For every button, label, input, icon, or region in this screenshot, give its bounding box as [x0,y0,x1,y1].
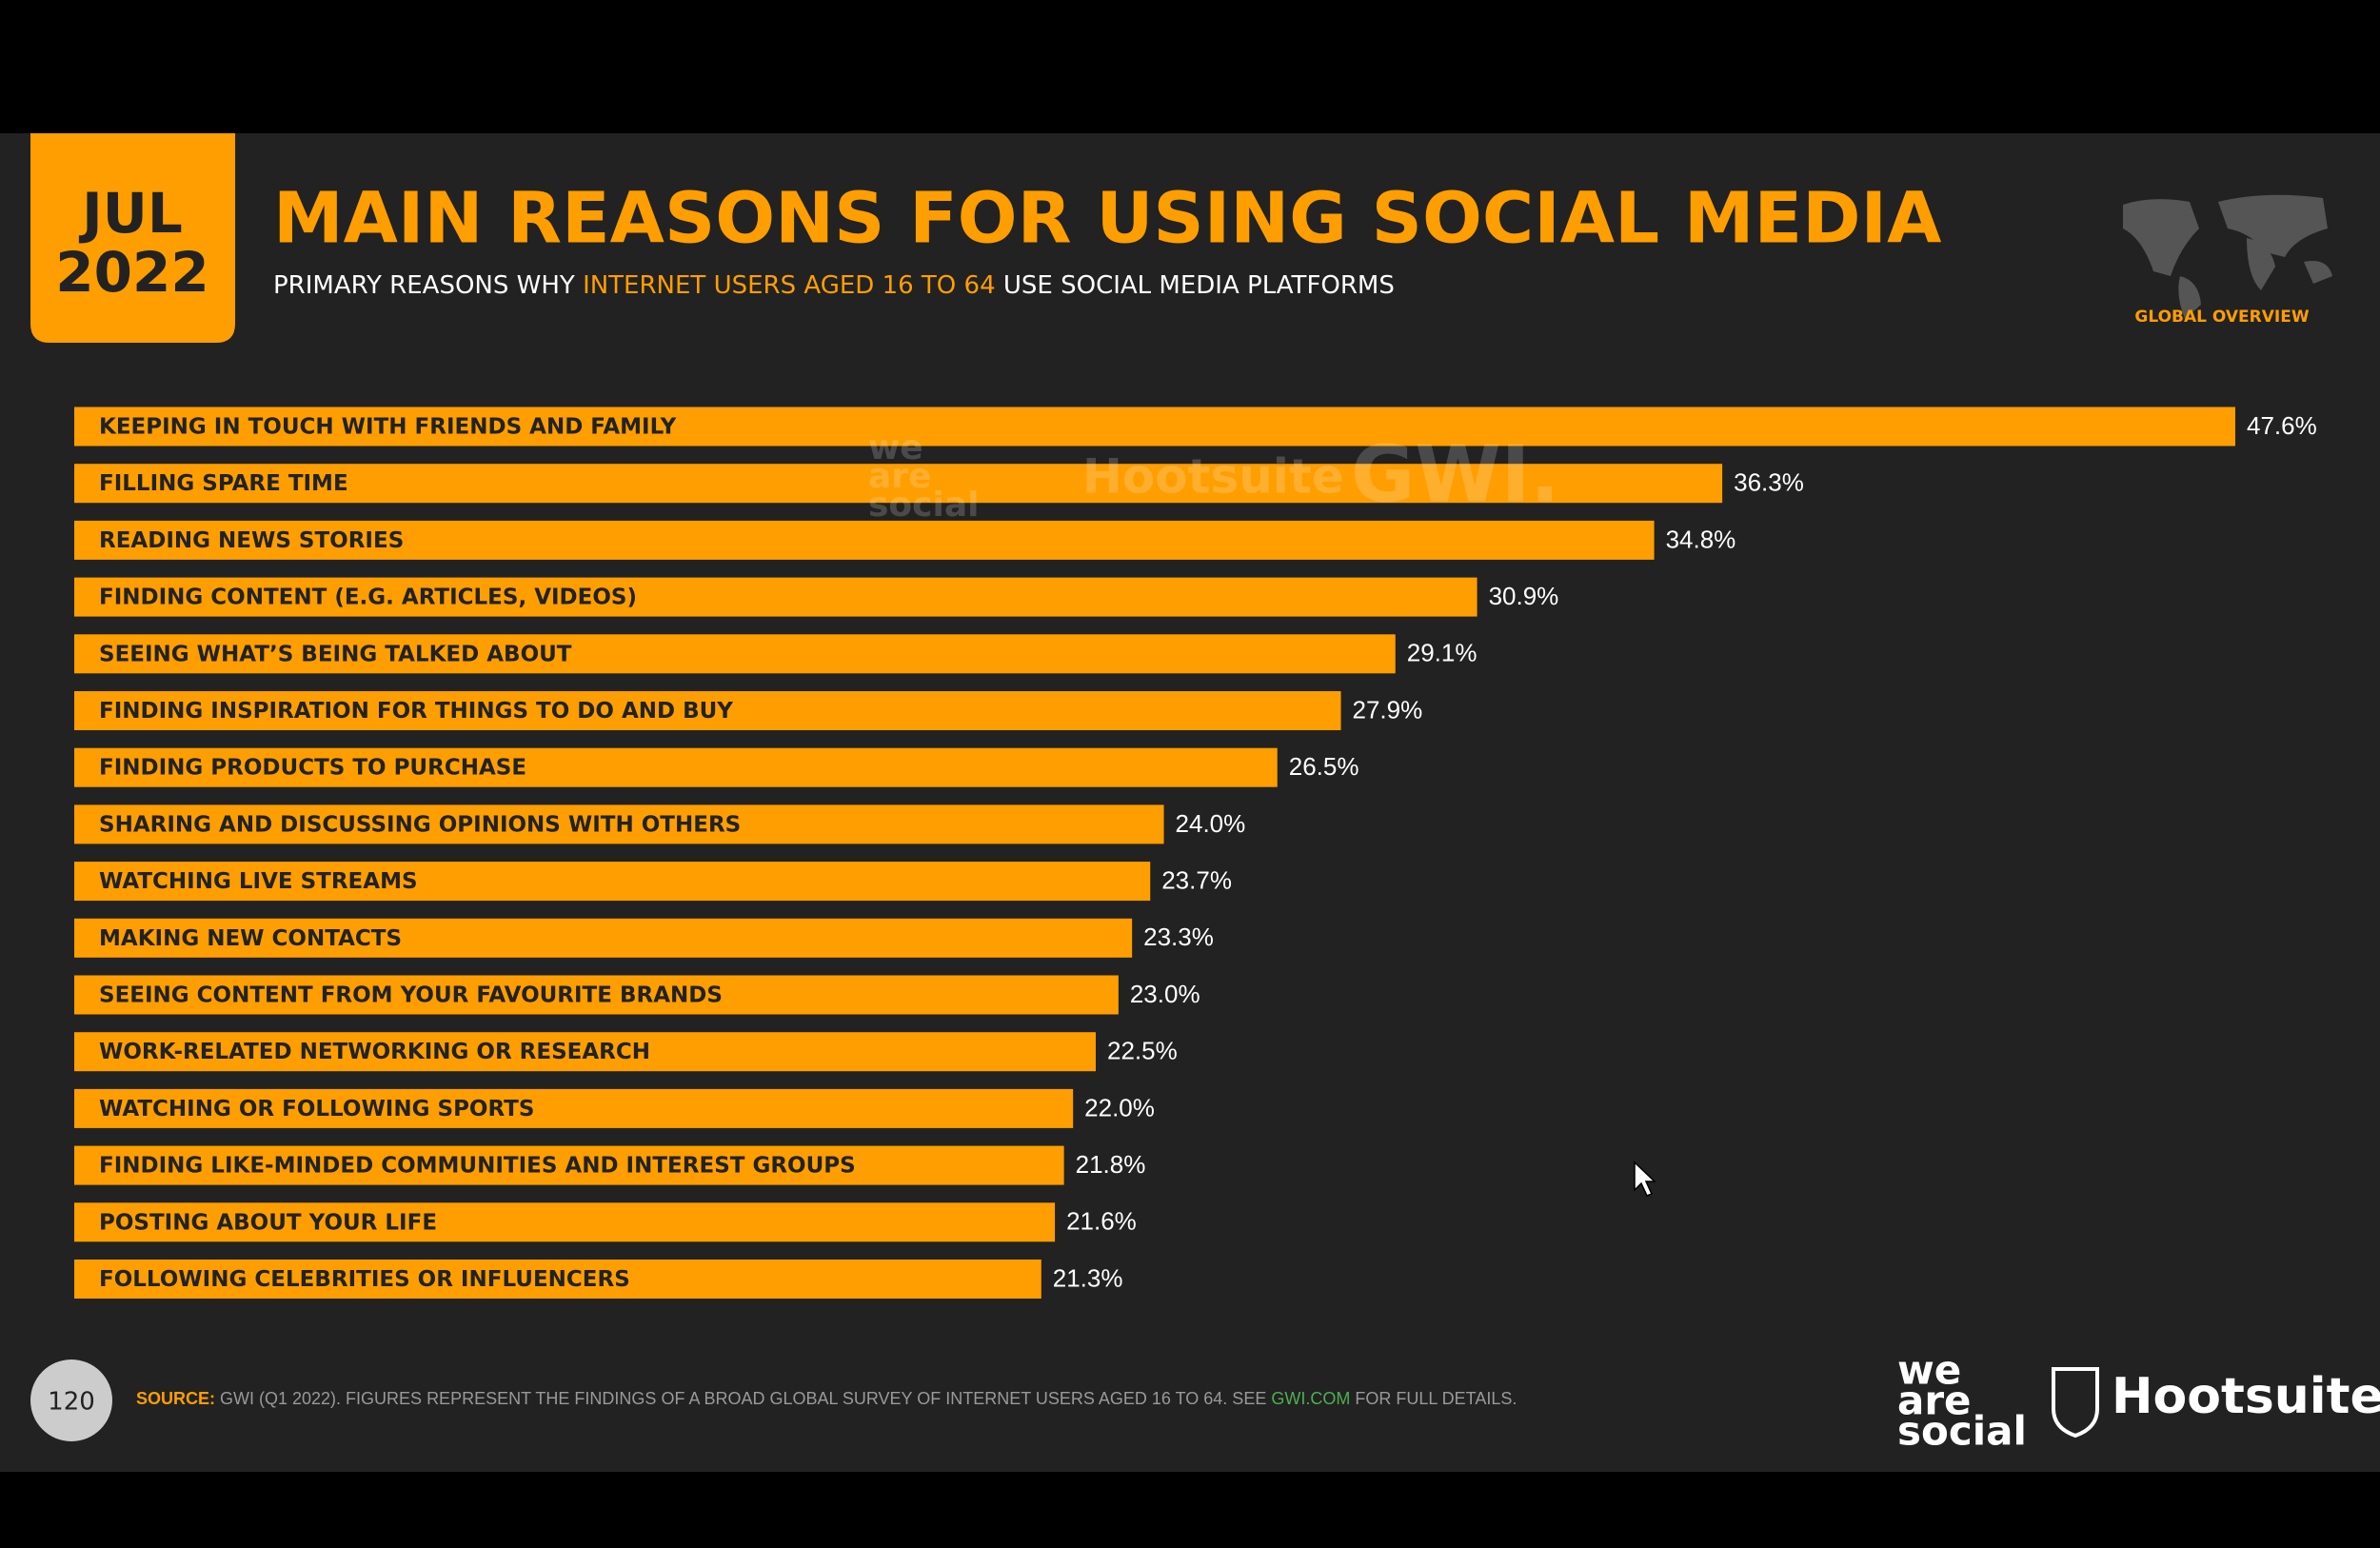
value-label: 26.5% [1289,752,1359,781]
bar [74,464,1723,504]
mouse-cursor [1634,1161,1656,1197]
value-label: 22.0% [1084,1093,1155,1121]
source-text: FOR FULL DETAILS. [1350,1389,1517,1408]
bar [74,1088,1074,1128]
category-label: MAKING NEW CONTACTS [99,926,402,951]
source-link: GWI.COM [1271,1389,1350,1408]
logo-text: social [1897,1408,2027,1455]
date-month: JUL [78,181,183,246]
page-number: 120 [48,1388,95,1417]
category-label: KEEPING IN TOUCH WITH FRIENDS AND FAMILY [99,415,677,440]
subtitle: PRIMARY REASONS WHY INTERNET USERS AGED … [273,271,1395,300]
date-year: 2022 [55,240,208,305]
source: SOURCE: GWI (Q1 2022). FIGURES REPRESENT… [136,1389,1517,1408]
watermark-text: GWI. [1351,429,1559,520]
category-label: SHARING AND DISCUSSING OPINIONS WITH OTH… [99,812,741,837]
slide-background [0,133,2380,1472]
category-label: SEEING CONTENT FROM YOUR FAVOURITE BRAND… [99,983,723,1008]
logo-text: are [1897,1378,1972,1424]
category-label: WORK-RELATED NETWORKING OR RESEARCH [99,1040,650,1064]
subtitle-highlight: INTERNET USERS AGED 16 TO 64 [583,271,996,300]
bar [74,804,1164,844]
bar [74,520,1655,560]
value-label: 21.3% [1053,1263,1123,1292]
category-label: FINDING LIKE-MINDED COMMUNITIES AND INTE… [99,1154,856,1179]
watermark-text: social [868,486,979,525]
category-label: FOLLOWING CELEBRITIES OR INFLUENCERS [99,1267,630,1292]
watermark-text: are [868,457,931,496]
watermark-text: Hootsuite [1082,449,1344,505]
value-label: 29.1% [1407,639,1478,667]
logo-text: we [1897,1347,1961,1394]
subtitle-part: USE SOCIAL MEDIA PLATFORMS [996,271,1395,300]
value-label: 24.0% [1176,809,1246,838]
category-label: FINDING INSPIRATION FOR THINGS TO DO AND… [99,699,733,724]
logo-hootsuite: Hootsuite [2112,1368,2380,1425]
title: MAIN REASONS FOR USING SOCIAL MEDIA [273,178,1941,260]
logo-we-are-social: we are social [1897,1347,2027,1455]
bar [74,918,1133,958]
subtitle-part: PRIMARY REASONS WHY [273,271,583,300]
value-label: 36.3% [1734,468,1804,497]
bar [74,1202,1056,1242]
bar [74,691,1341,730]
value-label: 30.9% [1489,582,1559,610]
category-label: POSTING ABOUT YOUR LIFE [99,1210,437,1235]
region-label: GLOBAL OVERVIEW [2134,308,2309,327]
world-map [2123,194,2332,319]
bar [74,634,1396,674]
bar-chart: KEEPING IN TOUCH WITH FRIENDS AND FAMILY… [74,407,2317,1299]
source-text: GWI (Q1 2022). FIGURES REPRESENT THE FIN… [215,1389,1271,1408]
value-label: 34.8% [1666,525,1736,553]
category-label: FINDING CONTENT (E.G. ARTICLES, VIDEOS) [99,585,637,610]
category-label: FINDING PRODUCTS TO PURCHASE [99,756,526,781]
bar [74,407,2235,447]
source-label: SOURCE: [136,1389,215,1408]
page-badge [30,1359,112,1441]
value-label: 27.9% [1353,695,1423,724]
bar [74,975,1119,1015]
value-label: 47.6% [2247,411,2317,440]
bar [74,747,1278,787]
value-label: 23.0% [1130,980,1200,1008]
bar [74,862,1151,902]
bar [74,1145,1064,1185]
category-label: WATCHING OR FOLLOWING SPORTS [99,1097,534,1121]
date-box [30,133,235,343]
value-label: 21.6% [1066,1207,1137,1236]
hootsuite-owl [2052,1367,2099,1439]
value-label: 23.7% [1161,865,1232,894]
bar [74,577,1478,617]
value-label: 22.5% [1107,1037,1178,1065]
bar [74,1032,1097,1072]
bar [74,1260,1041,1299]
category-label: SEEING WHAT’S BEING TALKED ABOUT [99,642,572,666]
category-label: FILLING SPARE TIME [99,471,348,496]
value-label: 21.8% [1076,1150,1146,1179]
category-label: READING NEWS STORIES [99,528,404,553]
watermark: we are social Hootsuite GWI. [868,428,1559,525]
value-label: 23.3% [1143,923,1214,951]
category-label: WATCHING LIVE STREAMS [99,869,418,894]
watermark-text: we [868,428,923,467]
